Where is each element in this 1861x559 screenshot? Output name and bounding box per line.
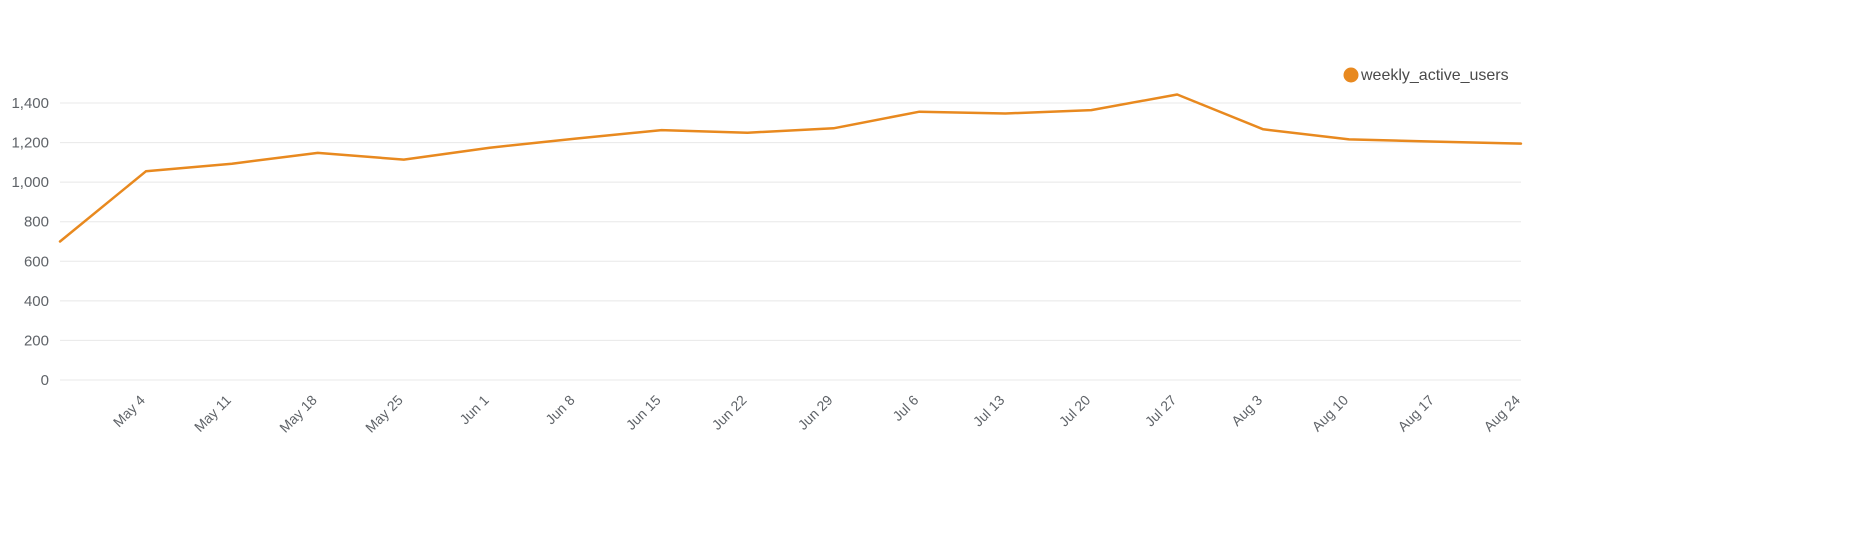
x-tick-label: Aug 10: [1309, 392, 1352, 435]
x-tick-label: Jun 22: [709, 392, 750, 433]
x-tick-label: Jun 29: [795, 392, 836, 433]
data-point[interactable]: [487, 145, 493, 151]
data-point[interactable]: [1002, 110, 1008, 116]
x-axis-ticks: May 4 May 11 May 18 May 25 Jun 1 Jun 8 Jun 15 J…: [110, 392, 1523, 436]
data-point[interactable]: [1518, 141, 1524, 147]
x-tick-label: Jul 27: [1142, 392, 1180, 430]
x-tick-label: Jul 6: [889, 392, 921, 424]
y-tick-label: 1,000: [11, 174, 49, 191]
x-tick-label: Jul 13: [970, 392, 1008, 430]
x-tick-label: May 25: [362, 392, 406, 436]
y-tick-label: 600: [24, 253, 49, 270]
data-point[interactable]: [57, 239, 63, 245]
y-tick-label: 400: [24, 293, 49, 310]
data-point[interactable]: [830, 125, 836, 131]
y-gridlines: [60, 102, 1521, 381]
y-tick-label: 1,200: [11, 135, 49, 152]
data-point[interactable]: [401, 157, 407, 163]
x-tick-label: Aug 17: [1394, 392, 1437, 435]
data-point[interactable]: [143, 168, 149, 174]
data-point[interactable]: [1088, 107, 1094, 113]
data-point[interactable]: [745, 130, 751, 136]
x-tick-label: May 11: [191, 392, 234, 435]
x-tick-label: Aug 3: [1228, 392, 1265, 429]
x-tick-label: Jun 1: [456, 392, 492, 428]
data-point[interactable]: [1260, 126, 1266, 132]
data-point[interactable]: [1346, 136, 1352, 142]
data-point[interactable]: [573, 136, 579, 142]
data-point[interactable]: [916, 109, 922, 115]
legend[interactable]: weekly_active_users: [1343, 67, 1509, 84]
y-tick-label: 200: [24, 332, 49, 349]
data-point[interactable]: [229, 161, 235, 167]
data-point[interactable]: [1174, 91, 1180, 97]
x-tick-label: Jun 8: [542, 392, 578, 428]
legend-marker-weekly-active-users: [1343, 67, 1359, 83]
x-tick-label: May 18: [276, 392, 320, 436]
x-tick-label: May 4: [110, 392, 148, 430]
data-point[interactable]: [1432, 139, 1438, 145]
y-tick-label: 0: [41, 372, 49, 389]
x-tick-label: Jun 15: [623, 392, 664, 433]
y-axis-ticks: 0 200 400 600 800 1,000 1,200 1,400: [11, 95, 49, 389]
x-tick-label: Aug 24: [1480, 392, 1523, 435]
data-point[interactable]: [315, 150, 321, 156]
x-tick-label: Jul 20: [1056, 392, 1094, 430]
series-layer: [57, 91, 1524, 245]
data-point[interactable]: [659, 127, 665, 133]
series-line-weekly-active-users[interactable]: [58, 93, 1523, 243]
legend-label-weekly-active-users[interactable]: weekly_active_users: [1360, 67, 1509, 84]
y-tick-label: 800: [24, 214, 49, 231]
y-tick-label: 1,400: [11, 95, 49, 112]
